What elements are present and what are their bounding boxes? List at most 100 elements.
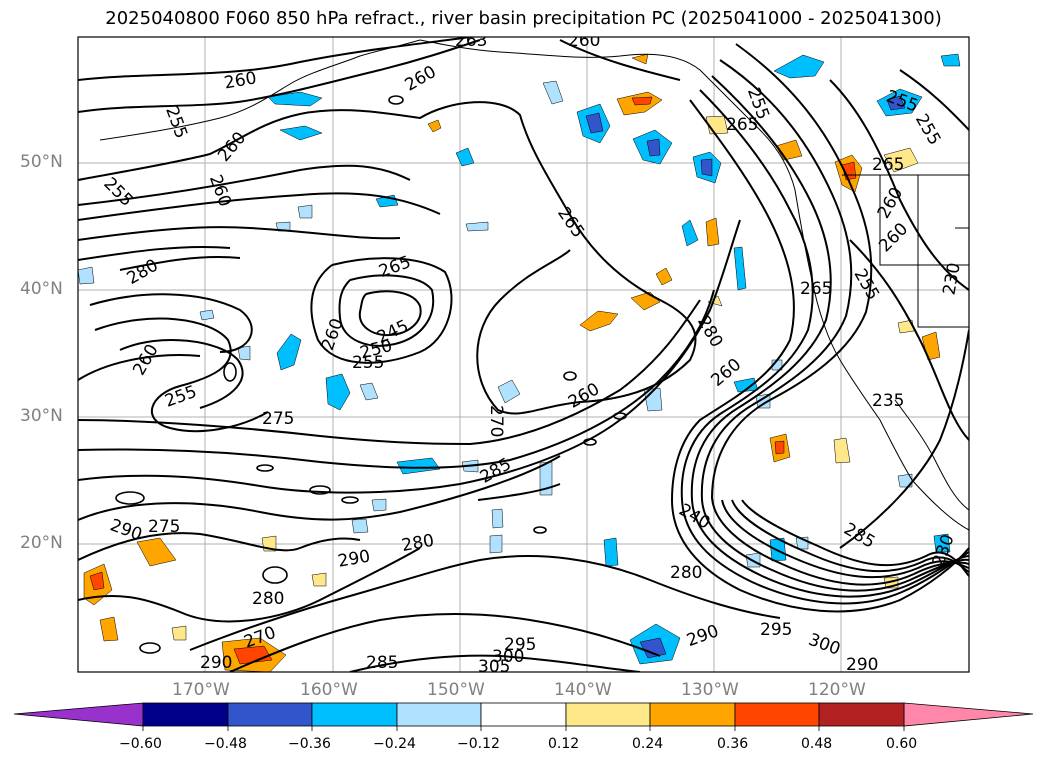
contour-label: 235 (872, 391, 904, 411)
contour-label: 263 (455, 31, 487, 51)
precip-pos-patch (136, 537, 177, 567)
precip-neg-patch (396, 457, 441, 475)
contour-line (839, 329, 969, 549)
contour-label: 275 (148, 517, 180, 537)
colorbar-segment (142, 702, 229, 727)
contour-closed (613, 412, 627, 420)
precip-pos-patch (99, 616, 119, 642)
contour-closed (262, 566, 288, 584)
colorbar-label: 0.24 (632, 736, 664, 752)
contour-line (338, 274, 435, 347)
contour-closed (563, 371, 577, 381)
graticule (78, 37, 969, 672)
contour-line (671, 99, 969, 613)
precip-neg-patch (279, 125, 323, 141)
contour-label: 285 (366, 653, 398, 673)
precip-neg-patch (639, 637, 667, 659)
contour-label: 265 (872, 155, 904, 175)
precip-neg-patch (700, 158, 713, 177)
colorbar-segment (649, 702, 736, 727)
precip-neg-patch (78, 266, 95, 285)
contour-line (477, 483, 561, 501)
contour-closed (139, 642, 161, 654)
contour-line (189, 555, 781, 651)
contour-line (78, 39, 481, 113)
contour-label: 295 (760, 620, 792, 640)
contour-line (899, 69, 969, 131)
lon-label-170w: 170°W (172, 680, 230, 700)
contour-line (731, 499, 969, 573)
precip-neg-patch (940, 53, 961, 67)
precip-neg-patch (465, 221, 489, 232)
contour-line (721, 499, 969, 579)
precip-pos-patch (774, 440, 785, 455)
lon-label-130w: 130°W (681, 680, 739, 700)
contour-label: 290 (200, 653, 232, 673)
colorbar-segment (227, 702, 313, 727)
colorbar-label: −0.24 (373, 736, 416, 752)
precip-pos-patch (89, 571, 105, 591)
precip-pos-patch (427, 119, 442, 133)
precip-neg-patch (371, 498, 387, 512)
precip-neg-patch (297, 204, 313, 219)
colorbar-label: 0.36 (717, 736, 749, 752)
contour-line (119, 255, 241, 271)
border-state (917, 175, 969, 328)
contour-label: 270 (486, 405, 506, 437)
contour-line (78, 532, 361, 561)
contour-line (849, 239, 969, 441)
contour-label: 305 (478, 657, 510, 677)
contour-line (94, 317, 269, 433)
contour-line (741, 499, 969, 577)
contour-label: 265 (726, 115, 758, 135)
precip-neg-patch (646, 138, 661, 157)
contour-line (349, 654, 641, 672)
contour-label: 260 (568, 31, 600, 51)
precip-neg-patch (351, 518, 369, 534)
contour-line (78, 289, 715, 469)
contour-line (78, 455, 561, 521)
precip-pos-patch (233, 645, 273, 665)
contour-line (310, 257, 453, 364)
coastline-aleutians (99, 39, 421, 141)
contour-line (89, 293, 253, 353)
contour-closed (256, 464, 274, 472)
contour-label: 290 (846, 655, 878, 675)
precip-neg-patch (773, 54, 825, 79)
colorbar-label: 0.48 (801, 736, 833, 752)
precip-shading (78, 53, 961, 672)
contour-label: 280 (252, 589, 284, 609)
contour-line (711, 43, 969, 586)
coastlines (99, 39, 969, 531)
contour-line (78, 192, 441, 221)
contour-closed (388, 95, 404, 105)
colorbar-over-triangle (903, 702, 1034, 727)
precip-neg-patch (199, 309, 215, 321)
contour-line (78, 547, 421, 623)
colorbar-label: −0.48 (204, 736, 247, 752)
precip-pos-patch (707, 295, 723, 307)
precip-neg-patch (542, 80, 564, 105)
precip-neg-patch (886, 95, 906, 111)
contour-label: 275 (262, 409, 294, 429)
colorbar-label: −0.12 (457, 736, 500, 752)
lon-label-140w: 140°W (554, 680, 612, 700)
coastline-alaska (419, 39, 796, 191)
coastline-baja (894, 399, 969, 511)
precip-pos-patch (897, 319, 915, 334)
contour-closed (115, 491, 145, 505)
precip-pos-patch (171, 625, 187, 641)
precip-pos-patch (631, 53, 649, 65)
precip-neg-patch (491, 508, 504, 529)
contour-line (700, 59, 969, 592)
lon-label-150w: 150°W (427, 680, 485, 700)
precip-pos-patch (705, 217, 720, 247)
lon-label-120w: 120°W (808, 680, 866, 700)
contour-label: 300 (492, 647, 524, 667)
map-title: 2025040800 F060 850 hPa refract., river … (105, 8, 942, 29)
colorbar-label: 0.12 (548, 736, 580, 752)
contour-closed (309, 485, 331, 495)
contour-label: 265 (800, 279, 832, 299)
contour-line (78, 37, 471, 81)
